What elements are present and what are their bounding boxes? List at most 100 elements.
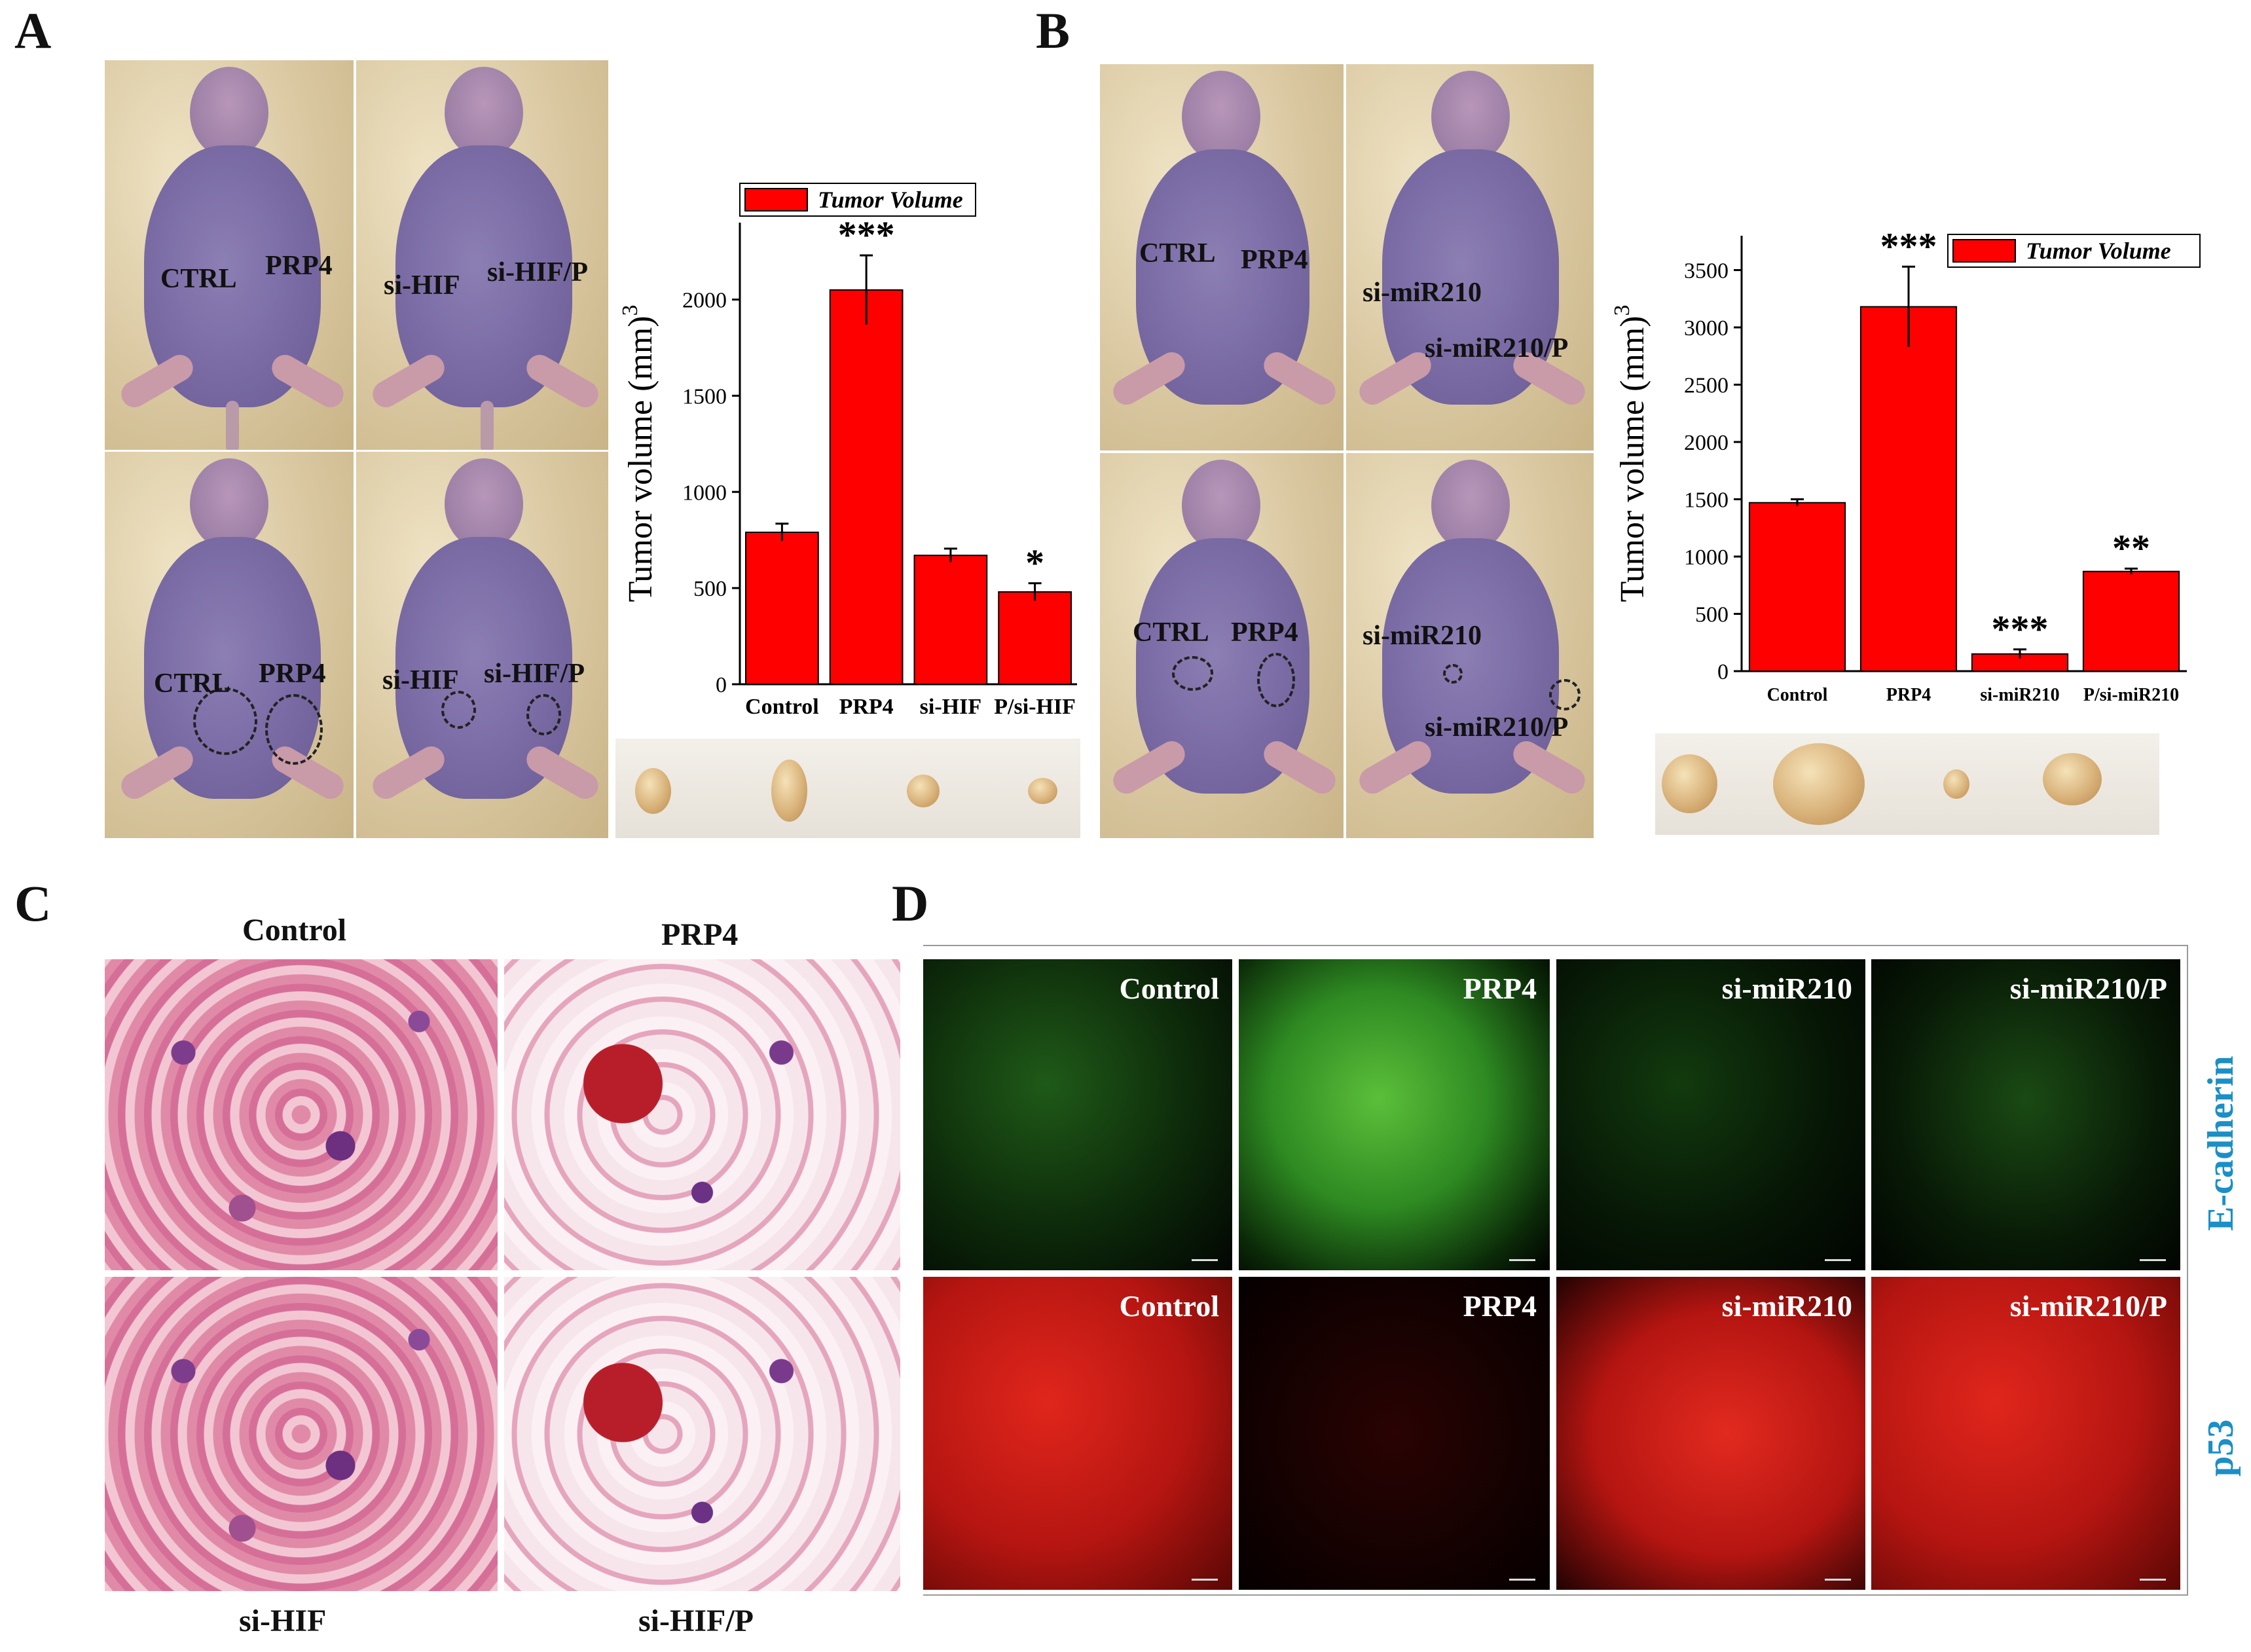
photo-label: si-HIF/P xyxy=(487,257,588,287)
photo-label: si-HIF/P xyxy=(484,659,585,689)
y-tick-label: 3000 xyxy=(1684,316,1729,340)
mouse-photo: CTRL PRP4 xyxy=(105,452,354,838)
if-label: si-miR210/P xyxy=(2009,1289,2167,1323)
he-label: si-HIF/P xyxy=(638,1604,754,1638)
bar xyxy=(2082,570,2180,672)
y-tick-label: 500 xyxy=(693,577,727,601)
y-tick-label: 2000 xyxy=(1684,431,1729,455)
bar xyxy=(829,289,904,685)
bar xyxy=(913,555,988,685)
significance-mark: * xyxy=(1025,541,1044,584)
bar xyxy=(1859,306,1958,672)
category-label: Control xyxy=(1767,685,1828,705)
category-label: P/si-HIF xyxy=(994,695,1076,719)
photo-label: si-miR210 xyxy=(1363,621,1482,651)
category-label: Control xyxy=(745,695,819,719)
panel-letter-c: C xyxy=(14,875,52,932)
if-p53-si-mir210-p: si-miR210/P xyxy=(1871,1277,2180,1590)
if-label: si-miR210/P xyxy=(2009,972,2167,1005)
if-label: si-miR210 xyxy=(1721,1289,1852,1323)
y-tick-label: 0 xyxy=(1717,660,1729,684)
photo-label: CTRL xyxy=(154,669,230,699)
if-ecad-si-mir210-p: si-miR210/P xyxy=(1871,959,2180,1270)
y-tick-label: 500 xyxy=(1695,603,1729,627)
photo-label: si-miR210/P xyxy=(1425,333,1569,363)
tumor-outline xyxy=(1172,656,1213,691)
y-tick-label: 3500 xyxy=(1684,259,1729,284)
tumor-outline xyxy=(1443,664,1463,684)
legend-swatch xyxy=(744,188,808,211)
if-p53-control: Control xyxy=(923,1277,1232,1590)
mouse-photo: CTRL PRP4 xyxy=(105,60,354,450)
tumor-outline xyxy=(1257,653,1295,707)
photo-label: CTRL xyxy=(160,264,237,294)
he-image-si-hif xyxy=(105,1277,498,1591)
if-ecad-control: Control xyxy=(923,959,1232,1270)
y-tick-label: 2000 xyxy=(682,289,727,313)
category-label: si-miR210 xyxy=(1980,685,2059,705)
bar xyxy=(998,591,1072,685)
tumor-outline xyxy=(265,694,323,765)
tumor-outline xyxy=(526,694,561,735)
photo-label: PRP4 xyxy=(259,659,326,689)
significance-mark: *** xyxy=(1992,608,2049,650)
he-label: PRP4 xyxy=(661,917,739,952)
if-ecad-si-mir210: si-miR210 xyxy=(1556,959,1865,1270)
chart-a: 0 500 1000 1500 2000 Tumor volume (mm)3 Contro… xyxy=(618,183,1077,719)
y-axis-label: Tumor volume (mm)3 xyxy=(1611,304,1651,602)
photo-label: PRP4 xyxy=(265,251,333,281)
excised-tumors-b xyxy=(1655,733,2159,835)
photo-label: PRP4 xyxy=(1241,245,1308,275)
tumor-outline xyxy=(1549,679,1581,710)
if-label: si-miR210 xyxy=(1721,972,1852,1005)
y-tick-label: 1000 xyxy=(1684,545,1729,570)
panel-letter-d: D xyxy=(892,875,929,932)
y-tick-label: 1500 xyxy=(1684,488,1729,513)
he-image-prp4 xyxy=(504,959,900,1270)
excised-tumors-a xyxy=(615,739,1080,838)
y-tick-label: 2500 xyxy=(1684,374,1729,398)
he-image-control xyxy=(105,959,498,1270)
panel-letter-a: A xyxy=(14,2,52,59)
y-axis-label-superscript: 3 xyxy=(618,304,642,316)
photo-label: si-miR210 xyxy=(1363,278,1482,308)
mouse-photo: CTRL PRP4 xyxy=(1100,453,1344,838)
photo-label: si-miR210/P xyxy=(1425,712,1569,743)
significance-mark: ** xyxy=(2112,526,2150,569)
he-label: si-HIF xyxy=(239,1604,327,1638)
tumor-outline xyxy=(441,691,476,729)
y-tick-label: 0 xyxy=(716,673,727,697)
if-label: PRP4 xyxy=(1463,1289,1537,1323)
legend-label: Tumor Volume xyxy=(818,187,963,213)
mouse-photo: CTRL PRP4 xyxy=(1100,64,1344,450)
he-image-si-hif-p xyxy=(504,1277,900,1591)
if-p53-si-mir210: si-miR210 xyxy=(1556,1277,1865,1590)
bar xyxy=(745,531,819,685)
if-label: Control xyxy=(1119,1289,1220,1323)
y-axis-label: Tumor volume (mm)3 xyxy=(618,304,659,602)
if-frame xyxy=(923,945,2188,1596)
row-label-e-cadherin: E-cadherin xyxy=(2201,1055,2241,1231)
category-label: PRP4 xyxy=(839,695,894,719)
bar xyxy=(1748,502,1846,672)
photo-label: CTRL xyxy=(1133,617,1209,648)
if-ecad-prp4: PRP4 xyxy=(1239,959,1550,1270)
legend-swatch xyxy=(1952,239,2016,263)
mouse-photo: si-miR210 si-miR210/P xyxy=(1346,64,1594,450)
row-label-p53: p53 xyxy=(2201,1419,2241,1477)
chart-b: 0 500 1000 1500 2000 2500 3000 3500 Tumor volume… xyxy=(1611,225,2201,705)
photo-label: si-HIF xyxy=(382,665,459,695)
photo-label: CTRL xyxy=(1139,238,1216,268)
significance-mark: *** xyxy=(838,213,895,256)
significance-mark: *** xyxy=(1880,225,1937,267)
if-label: PRP4 xyxy=(1463,972,1537,1005)
y-axis-label-superscript: 3 xyxy=(1611,304,1634,316)
category-label: PRP4 xyxy=(1886,685,1931,705)
photo-label: si-HIF xyxy=(384,270,460,301)
panel-letter-b: B xyxy=(1036,2,1071,59)
mouse-photo: si-HIF si-HIF/P xyxy=(356,60,608,450)
category-label: si-HIF xyxy=(920,695,981,719)
mouse-photo: si-HIF si-HIF/P xyxy=(356,452,608,838)
legend-label: Tumor Volume xyxy=(2026,238,2171,264)
he-label: Control xyxy=(242,913,347,947)
